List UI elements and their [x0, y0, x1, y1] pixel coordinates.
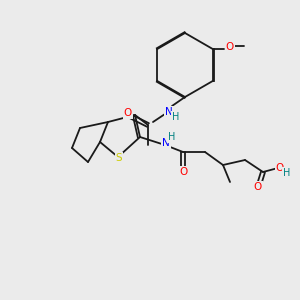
Text: H: H [172, 112, 180, 122]
Text: O: O [180, 167, 188, 177]
Text: N: N [162, 138, 170, 148]
Text: S: S [116, 153, 122, 163]
Text: O: O [254, 182, 262, 192]
Text: O: O [226, 42, 234, 52]
Text: O: O [276, 163, 284, 173]
Text: N: N [165, 107, 173, 117]
Text: O: O [124, 108, 132, 118]
Text: H: H [168, 132, 176, 142]
Text: H: H [283, 168, 291, 178]
